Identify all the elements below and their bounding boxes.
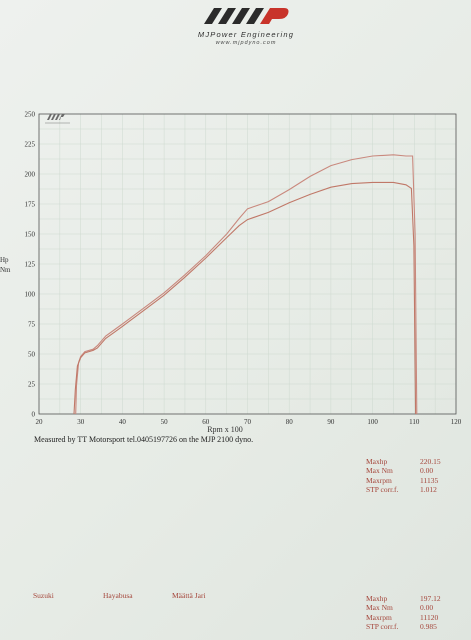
y-tick-label: 25 xyxy=(28,381,36,389)
stat-row: Maxhp 220.15 xyxy=(366,457,466,466)
series-line-2 xyxy=(73,181,417,415)
x-tick-label: 120 xyxy=(451,418,462,426)
stat-value: 0.00 xyxy=(420,466,434,476)
stat-row: Max Nm 0.00 xyxy=(366,466,466,475)
y-axis-label-hp: Hp xyxy=(0,256,9,264)
stat-label: Maxhp xyxy=(366,594,388,603)
stat-value: 0.00 xyxy=(420,603,434,613)
chart-series xyxy=(73,154,418,415)
y-tick-label: 75 xyxy=(28,321,36,329)
x-tick-label: 110 xyxy=(409,418,420,426)
y-tick-label: 225 xyxy=(25,141,36,149)
stat-row: STP corr.f. 0.985 xyxy=(366,622,466,631)
x-tick-label: 70 xyxy=(244,418,252,426)
x-tick-label: 30 xyxy=(77,418,85,426)
stat-value: 0.985 xyxy=(420,621,437,631)
stat-row: Max Nm 0.00 xyxy=(366,603,466,612)
stats-run-2: Maxhp 197.12 Max Nm 0.00 Maxrpm 11120 STP c… xyxy=(366,594,466,631)
brand-url: www.mjpdyno.com xyxy=(215,40,277,46)
chart-watermark-icon xyxy=(45,114,70,124)
stat-row: Maxrpm 11120 xyxy=(366,613,466,622)
y-tick-label: 100 xyxy=(25,291,36,299)
mjp-logo-icon xyxy=(204,8,289,24)
stat-label: Maxhp xyxy=(366,457,388,466)
x-tick-label: 60 xyxy=(202,418,210,426)
x-tick-label: 90 xyxy=(327,418,335,426)
y-tick-label: 175 xyxy=(25,201,36,209)
stat-value: 220.15 xyxy=(420,457,441,466)
stat-row: STP corr.f. 1.012 xyxy=(366,485,466,494)
stat-row: Maxhp 197.12 xyxy=(366,594,466,603)
x-tick-label: 80 xyxy=(286,418,294,426)
series-line-1 xyxy=(75,154,418,415)
vehicle-owner: Määttä Jari xyxy=(172,591,206,600)
x-tick-label: 100 xyxy=(367,418,378,426)
x-tick-label: 50 xyxy=(161,418,169,426)
stat-row: Maxrpm 11135 xyxy=(366,476,466,485)
y-tick-label: 250 xyxy=(25,111,36,119)
y-tick-label: 0 xyxy=(32,411,36,419)
chart-axes xyxy=(38,113,457,415)
stat-value: 11135 xyxy=(420,475,439,485)
stat-label: STP corr.f. xyxy=(366,621,399,631)
stat-value: 11120 xyxy=(420,612,439,622)
vehicle-make: Suzuki xyxy=(33,591,54,600)
x-axis-label: Rpm x 100 xyxy=(207,425,243,434)
y-tick-label: 125 xyxy=(25,261,36,269)
y-tick-label: 200 xyxy=(25,171,36,179)
x-tick-label: 20 xyxy=(36,418,44,426)
plot-frame xyxy=(38,113,457,415)
y-axis-label-nm: Nm xyxy=(0,266,11,274)
y-tick-label: 150 xyxy=(25,231,36,239)
dyno-caption: Measured by TT Motorsport tel.0405197726… xyxy=(34,435,254,444)
dyno-chart: 20 30 40 50 60 70 80 90 100 110 120 0 25 50 75 100 125 15… xyxy=(25,111,462,435)
stat-label: Maxrpm xyxy=(366,612,392,622)
stat-label: Max Nm xyxy=(366,603,393,613)
x-tick-label: 40 xyxy=(119,418,127,426)
stat-label: Maxrpm xyxy=(366,475,392,485)
brand-name: MJPower Engineering xyxy=(197,30,295,39)
chart-grid xyxy=(38,113,457,415)
stats-run-1: Maxhp 220.15 Max Nm 0.00 Maxrpm 11135 STP c… xyxy=(366,457,466,494)
stat-label: STP corr.f. xyxy=(366,484,399,494)
stat-label: Max Nm xyxy=(366,466,393,476)
stat-value: 197.12 xyxy=(420,594,441,603)
chart-ticks: 20 30 40 50 60 70 80 90 100 110 120 0 25 50 75 100 125 15… xyxy=(25,111,462,427)
vehicle-model: Hayabusa xyxy=(103,591,133,600)
stat-value: 1.012 xyxy=(420,484,437,494)
y-tick-label: 50 xyxy=(28,351,36,359)
